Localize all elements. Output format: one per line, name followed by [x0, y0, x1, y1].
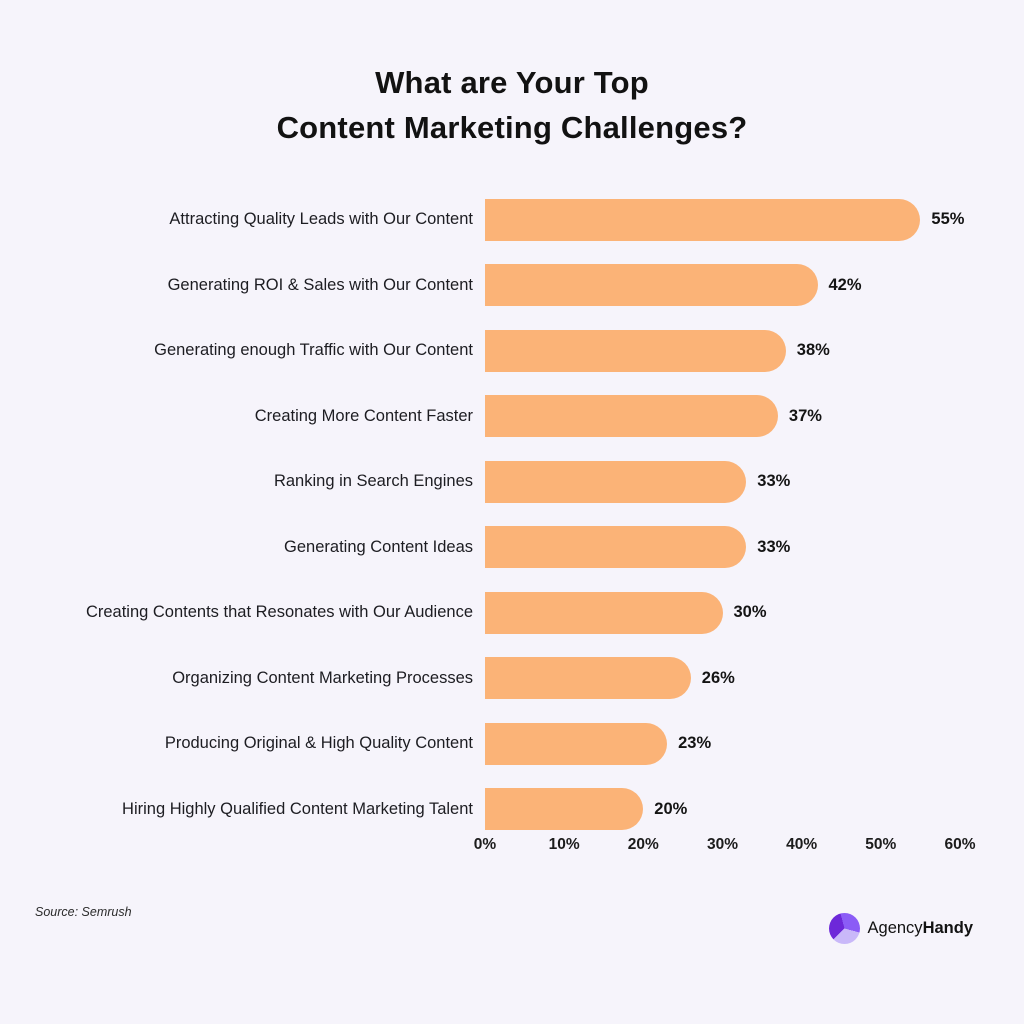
category-label: Producing Original & High Quality Conten… [164, 734, 473, 753]
page-title-line-2: Content Marketing Challenges? [276, 110, 748, 145]
x-axis-tick: 30% [706, 836, 739, 853]
bar [485, 395, 778, 438]
chart-row: Attracting Quality Leads with Our Conten… [0, 187, 1024, 253]
category-label: Ranking in Search Engines [273, 472, 473, 491]
value-label: 55% [931, 210, 965, 229]
value-label: 42% [828, 275, 862, 294]
bar [485, 264, 818, 307]
value-label: 20% [654, 799, 688, 818]
chart-row: Producing Original & High Quality Conten… [0, 711, 1024, 777]
x-axis: 0% 10% 20% 30% 40% 50% 60% [0, 836, 1024, 858]
category-label: Generating enough Traffic with Our Conte… [154, 341, 473, 360]
category-label: Creating Contents that Resonates with Ou… [85, 603, 473, 622]
category-label: Generating ROI & Sales with Our Content [167, 275, 473, 294]
category-label: Creating More Content Faster [254, 406, 473, 425]
category-label: Attracting Quality Leads with Our Conten… [169, 210, 473, 229]
brand-name-regular: Agency [867, 919, 923, 937]
x-axis-tick: 40% [786, 836, 818, 853]
chart-row: Generating Content Ideas 33% [0, 515, 1024, 581]
chart-row: Generating ROI & Sales with Our Content … [0, 253, 1024, 319]
chart-row: Creating Contents that Resonates with Ou… [0, 580, 1024, 646]
bar [485, 329, 786, 372]
chart-row: Generating enough Traffic with Our Conte… [0, 318, 1024, 384]
chart-row: Organizing Content Marketing Processes 2… [0, 646, 1024, 712]
x-axis-tick: 10% [548, 836, 580, 853]
chart-row: Creating More Content Faster 37% [0, 384, 1024, 450]
source-note: Source: Semrush [35, 905, 132, 919]
bar [485, 722, 668, 765]
brand-name-bold: Handy [922, 919, 973, 937]
value-label: 33% [757, 472, 791, 491]
value-label: 37% [788, 406, 822, 425]
category-label: Organizing Content Marketing Processes [172, 668, 473, 687]
chart-row: Hiring Highly Qualified Content Marketin… [0, 777, 1024, 843]
value-label: 38% [796, 341, 830, 360]
bar [485, 526, 747, 569]
x-axis-tick: 0% [473, 836, 497, 853]
page-title-line-1: What are Your Top [375, 65, 649, 100]
page-title: What are Your Top Content Marketing Chal… [0, 60, 1024, 150]
value-label: 23% [678, 734, 712, 753]
bar [485, 657, 691, 700]
brand-name: AgencyHandy [868, 919, 973, 938]
bar [485, 460, 747, 503]
bar [485, 198, 921, 241]
category-label: Generating Content Ideas [284, 537, 473, 556]
value-label: 30% [733, 603, 767, 622]
bar [485, 788, 644, 831]
value-label: 33% [757, 537, 791, 556]
agencyhandy-swirl-icon [828, 913, 860, 944]
x-axis-tick: 20% [627, 836, 659, 853]
value-label: 26% [701, 668, 735, 687]
x-axis-tick: 50% [865, 836, 897, 853]
chart-row: Ranking in Search Engines 33% [0, 449, 1024, 515]
bar [485, 591, 723, 634]
bar-rows: Attracting Quality Leads with Our Conten… [0, 187, 1024, 842]
brand-logo: AgencyHandy [828, 913, 973, 944]
category-label: Hiring Highly Qualified Content Marketin… [122, 799, 473, 818]
x-axis-tick: 60% [944, 836, 976, 853]
